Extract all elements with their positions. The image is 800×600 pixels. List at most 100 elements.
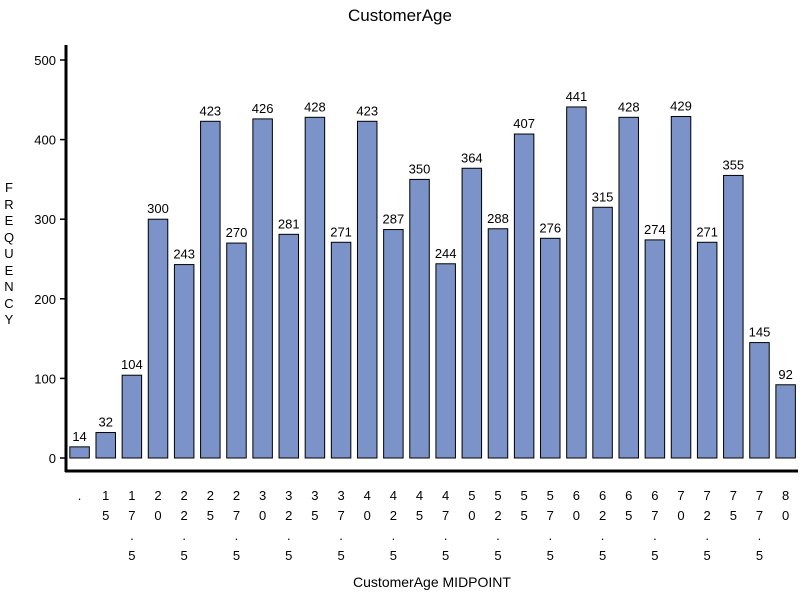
bar-value-label: 104 xyxy=(121,357,143,372)
y-axis-title-letter: Y xyxy=(4,312,14,327)
y-tick-label: 0 xyxy=(49,451,56,466)
bar xyxy=(513,133,535,459)
y-axis-title-letter: F xyxy=(5,180,13,195)
bar-value-label: 429 xyxy=(670,99,692,114)
bar-value-label: 355 xyxy=(722,157,744,172)
y-axis-title-letter: U xyxy=(4,246,14,261)
y-axis-title-letter: N xyxy=(4,279,14,294)
x-axis-title: CustomerAge MIDPOINT xyxy=(353,574,511,590)
bar-value-label: 281 xyxy=(278,216,300,231)
bar-value-label: 14 xyxy=(72,429,86,444)
bar xyxy=(461,167,483,459)
bar-value-label: 244 xyxy=(435,246,457,261)
y-axis-title-letter: E xyxy=(4,262,14,278)
chart-title: CustomerAge xyxy=(348,6,452,25)
bar xyxy=(121,374,143,459)
bar-value-label: 271 xyxy=(696,224,718,239)
bar-value-label: 428 xyxy=(304,99,326,114)
bar xyxy=(330,241,352,459)
bar xyxy=(775,384,796,459)
bar-value-label: 300 xyxy=(147,201,169,216)
bar-value-label: 350 xyxy=(409,161,431,176)
y-axis-title-letter: Q xyxy=(3,229,15,245)
bar-value-label: 426 xyxy=(252,101,274,116)
bar-value-label: 441 xyxy=(566,89,588,104)
bar-value-label: 243 xyxy=(173,247,195,262)
bar xyxy=(383,229,404,459)
bar xyxy=(173,264,195,459)
bar xyxy=(409,178,430,459)
bar xyxy=(723,174,744,459)
bar xyxy=(749,342,770,459)
bar xyxy=(435,263,456,459)
bar xyxy=(356,120,378,459)
bar-value-label: 423 xyxy=(199,103,221,118)
y-tick-label: 500 xyxy=(34,53,56,68)
y-axis-title-letter: R xyxy=(4,196,14,212)
bar-value-label: 287 xyxy=(383,212,405,227)
bar xyxy=(200,120,221,459)
bar xyxy=(592,206,613,459)
bar-value-label: 145 xyxy=(749,325,771,340)
bar-value-label: 270 xyxy=(226,225,248,240)
y-tick-label: 100 xyxy=(34,371,56,386)
y-axis-title-letter: C xyxy=(4,295,14,311)
bar xyxy=(147,218,169,459)
bar xyxy=(696,241,718,459)
bar-value-label: 92 xyxy=(778,367,792,382)
bar-value-label: 271 xyxy=(330,224,352,239)
bar xyxy=(566,106,587,459)
bar xyxy=(226,242,247,459)
bar xyxy=(670,116,692,459)
bar-value-label: 32 xyxy=(98,415,112,430)
y-tick-label: 300 xyxy=(34,212,56,227)
bar xyxy=(69,446,90,459)
bar-value-label: 423 xyxy=(356,103,378,118)
bar-value-label: 315 xyxy=(592,189,614,204)
bar xyxy=(644,239,666,459)
bar-value-label: 288 xyxy=(487,211,509,226)
bar-value-label: 274 xyxy=(644,222,666,237)
bar xyxy=(278,233,300,459)
bar-value-label: 276 xyxy=(539,220,561,235)
bar xyxy=(618,116,639,459)
y-axis-title-letter: E xyxy=(4,213,14,228)
bar xyxy=(304,116,326,459)
bar xyxy=(95,432,116,459)
bar-value-label: 428 xyxy=(618,99,640,114)
bar-value-label: 407 xyxy=(513,116,535,131)
bar-value-label: 364 xyxy=(461,150,483,165)
y-tick-label: 200 xyxy=(34,292,56,307)
bar xyxy=(540,237,561,459)
bar xyxy=(252,118,273,459)
bar xyxy=(487,228,509,459)
